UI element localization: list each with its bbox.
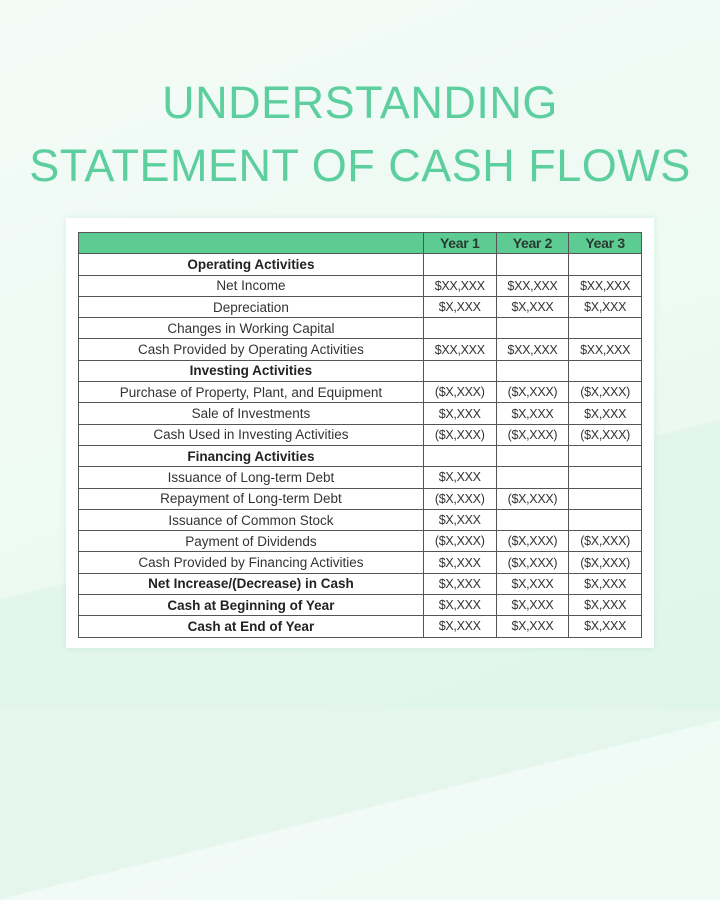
year-2-cell: $X,XXX	[495, 402, 570, 425]
table-row: Investing Activities	[78, 359, 642, 383]
year-1-cell: $X,XXX	[422, 594, 497, 617]
year-2-cell: ($X,XXX)	[495, 551, 570, 574]
year-3-cell: $XX,XXX	[568, 338, 642, 361]
year-2-cell	[495, 444, 570, 468]
year-3-cell: $X,XXX	[568, 572, 642, 596]
table-row: Cash at Beginning of Year $X,XXX $X,XXX $X,…	[78, 594, 642, 617]
year-3-cell	[568, 487, 642, 510]
year-1-cell	[422, 253, 497, 276]
year-1-cell: $X,XXX	[422, 295, 497, 319]
year-3-cell: ($X,XXX)	[568, 530, 642, 553]
year-2-cell: $XX,XXX	[495, 338, 570, 361]
header-cell: Year 3	[568, 231, 642, 255]
table-row: Issuance of Common Stock $X,XXX	[78, 508, 642, 532]
header-cell: Year 1	[422, 231, 497, 255]
year-2-cell: $X,XXX	[495, 615, 570, 638]
table-row: Purchase of Property, Plant, and Equipme…	[78, 381, 642, 404]
year-1-cell: $XX,XXX	[422, 274, 497, 297]
year-2-cell: $XX,XXX	[495, 274, 570, 297]
year-3-cell	[568, 508, 642, 532]
table-row: Repayment of Long-term Debt ($X,XXX) ($X,X…	[78, 487, 642, 510]
header-row: Year 1 Year 2 Year 3	[78, 231, 642, 255]
row-label: Changes in Working Capital	[78, 317, 424, 340]
row-label: Operating Activities	[78, 253, 424, 276]
cash-flow-table: Year 1 Year 2 Year 3 Operating Activitie…	[78, 231, 642, 638]
year-3-cell: ($X,XXX)	[568, 423, 642, 446]
year-2-cell: $X,XXX	[495, 295, 570, 319]
year-2-cell: $X,XXX	[495, 572, 570, 596]
row-label: Payment of Dividends	[78, 530, 424, 553]
year-3-cell	[568, 444, 642, 468]
row-label: Repayment of Long-term Debt	[78, 487, 424, 510]
year-1-cell: $X,XXX	[422, 402, 497, 425]
year-3-cell: $X,XXX	[568, 594, 642, 617]
title-line-1: UNDERSTANDING	[162, 77, 558, 128]
year-3-cell: $X,XXX	[568, 615, 642, 638]
year-3-cell: $X,XXX	[568, 295, 642, 319]
year-1-cell	[422, 444, 497, 468]
year-3-cell	[568, 466, 642, 489]
year-3-cell: $X,XXX	[568, 402, 642, 425]
row-label: Purchase of Property, Plant, and Equipme…	[78, 381, 424, 404]
table-row: Operating Activities	[78, 253, 642, 276]
header-cell: Year 2	[495, 231, 570, 255]
year-1-cell: ($X,XXX)	[422, 381, 497, 404]
row-label: Net Increase/(Decrease) in Cash	[78, 572, 424, 596]
row-label: Net Income	[78, 274, 424, 297]
year-1-cell: ($X,XXX)	[422, 423, 497, 446]
title-line-2: STATEMENT OF CASH FLOWS	[29, 140, 691, 191]
year-3-cell	[568, 317, 642, 340]
year-3-cell	[568, 359, 642, 383]
year-2-cell	[495, 253, 570, 276]
row-label: Cash at Beginning of Year	[78, 594, 424, 617]
year-2-cell: ($X,XXX)	[495, 487, 570, 510]
row-label: Issuance of Common Stock	[78, 508, 424, 532]
table-row: Sale of Investments $X,XXX $X,XXX $X,XXX	[78, 402, 642, 425]
row-label: Cash Used in Investing Activities	[78, 423, 424, 446]
table-row: Changes in Working Capital	[78, 317, 642, 340]
table-row: Financing Activities	[78, 444, 642, 468]
year-3-cell: $XX,XXX	[568, 274, 642, 297]
table-row: Net Income $XX,XXX $XX,XXX $XX,XXX	[78, 274, 642, 297]
table-row: Cash Used in Investing Activities ($X,XXX…	[78, 423, 642, 446]
year-1-cell: $XX,XXX	[422, 338, 497, 361]
table-row: Issuance of Long-term Debt $X,XXX	[78, 466, 642, 489]
year-2-cell	[495, 317, 570, 340]
year-1-cell: $X,XXX	[422, 615, 497, 638]
table-row: Cash Provided by Financing Activities $X,…	[78, 551, 642, 574]
row-label: Cash Provided by Operating Activities	[78, 338, 424, 361]
year-2-cell: $X,XXX	[495, 594, 570, 617]
row-label: Cash at End of Year	[78, 615, 424, 638]
year-1-cell: $X,XXX	[422, 508, 497, 532]
table-row: Cash Provided by Operating Activities $XX…	[78, 338, 642, 361]
table-row: Cash at End of Year $X,XXX $X,XXX $X,XXX	[78, 615, 642, 638]
row-label: Sale of Investments	[78, 402, 424, 425]
year-2-cell: ($X,XXX)	[495, 530, 570, 553]
year-1-cell: ($X,XXX)	[422, 530, 497, 553]
year-2-cell	[495, 466, 570, 489]
table-row: Payment of Dividends ($X,XXX) ($X,XXX) ($X,…	[78, 530, 642, 553]
table-row: Depreciation $X,XXX $X,XXX $X,XXX	[78, 295, 642, 319]
year-1-cell	[422, 317, 497, 340]
year-3-cell: ($X,XXX)	[568, 551, 642, 574]
row-label: Investing Activities	[78, 359, 424, 383]
year-3-cell: ($X,XXX)	[568, 381, 642, 404]
row-label: Issuance of Long-term Debt	[78, 466, 424, 489]
header-cell	[78, 231, 424, 255]
row-label: Depreciation	[78, 295, 424, 319]
row-label: Financing Activities	[78, 444, 424, 468]
table-row: Net Increase/(Decrease) in Cash $X,XXX $X,…	[78, 572, 642, 596]
year-2-cell	[495, 508, 570, 532]
year-1-cell	[422, 359, 497, 383]
year-1-cell: $X,XXX	[422, 466, 497, 489]
row-label: Cash Provided by Financing Activities	[78, 551, 424, 574]
year-2-cell	[495, 359, 570, 383]
year-1-cell: $X,XXX	[422, 572, 497, 596]
year-2-cell: ($X,XXX)	[495, 381, 570, 404]
year-1-cell: $X,XXX	[422, 551, 497, 574]
year-3-cell	[568, 253, 642, 276]
year-2-cell: ($X,XXX)	[495, 423, 570, 446]
year-1-cell: ($X,XXX)	[422, 487, 497, 510]
